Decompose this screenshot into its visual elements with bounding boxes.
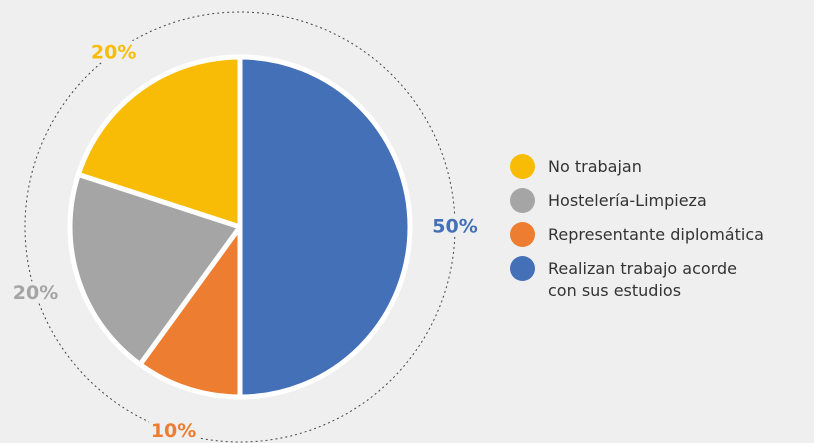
legend-label: Hostelería-Limpieza <box>548 191 707 210</box>
slice-label: 20% <box>13 282 58 304</box>
pie-slice <box>67 171 243 368</box>
pie-slice <box>137 224 243 400</box>
legend-swatch <box>510 222 535 247</box>
legend-label: Realizan trabajo acorde con sus estudios <box>548 259 737 300</box>
legend-swatch <box>510 188 535 213</box>
legend-label: Representante diplomática <box>548 225 764 244</box>
pie-slice <box>75 54 243 230</box>
pie-slice <box>237 54 413 400</box>
slice-label: 20% <box>91 42 136 64</box>
legend-label: No trabajan <box>548 157 642 176</box>
slice-label: 50% <box>432 216 477 238</box>
legend-item: Realizan trabajo acorde con sus estudios <box>510 256 764 302</box>
decor-ring <box>24 11 456 443</box>
slice-label: 10% <box>151 420 196 442</box>
legend-item: No trabajan <box>510 154 764 179</box>
legend: No trabajan Hostelería-Limpieza Representa… <box>510 154 764 313</box>
legend-swatch <box>510 256 535 281</box>
legend-swatch <box>510 154 535 179</box>
legend-item: Hostelería-Limpieza <box>510 188 764 213</box>
legend-item: Representante diplomática <box>510 222 764 247</box>
